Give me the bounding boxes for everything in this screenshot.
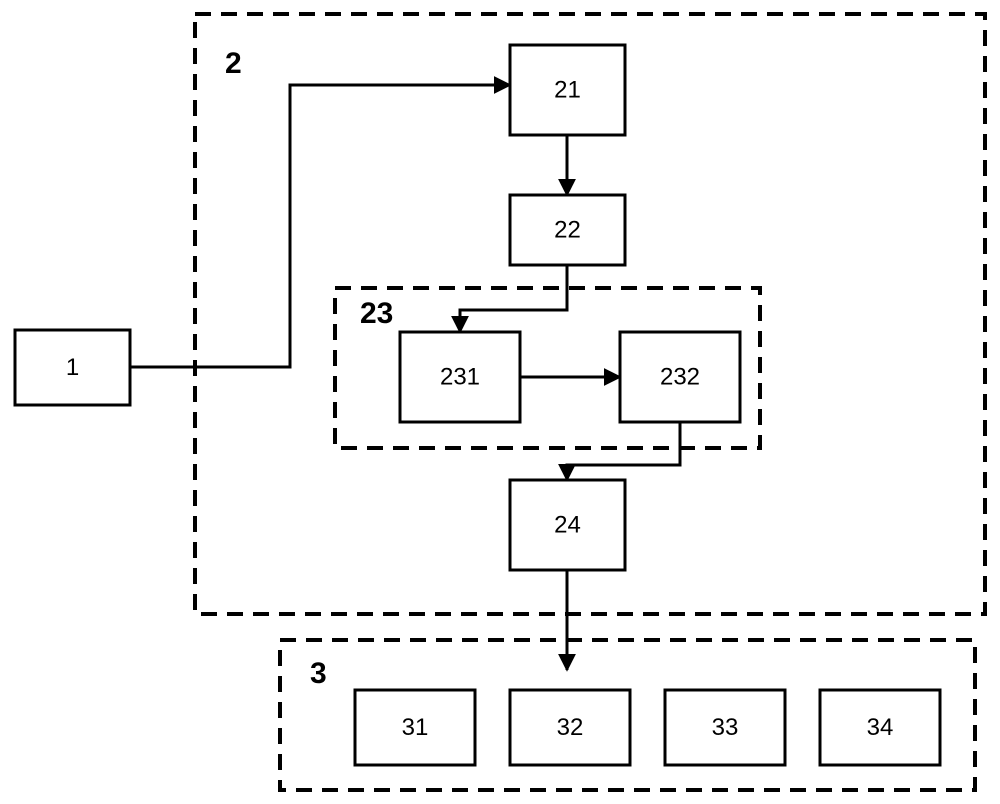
edge-e232-24 <box>567 422 680 480</box>
node-label-b231: 231 <box>440 363 480 390</box>
container-label-c23: 23 <box>360 297 393 330</box>
node-label-b31: 31 <box>402 714 429 741</box>
node-label-b33: 33 <box>712 714 739 741</box>
node-label-b34: 34 <box>867 714 894 741</box>
edge-e1 <box>130 85 510 367</box>
edge-e22-231 <box>460 265 567 332</box>
container-label-c2: 2 <box>225 47 242 80</box>
node-label-b1: 1 <box>66 354 79 381</box>
container-label-c3: 3 <box>310 657 327 690</box>
node-label-b21: 21 <box>554 76 581 103</box>
node-label-b232: 232 <box>660 363 700 390</box>
node-label-b24: 24 <box>554 511 581 538</box>
node-label-b32: 32 <box>557 714 584 741</box>
node-label-b22: 22 <box>554 216 581 243</box>
